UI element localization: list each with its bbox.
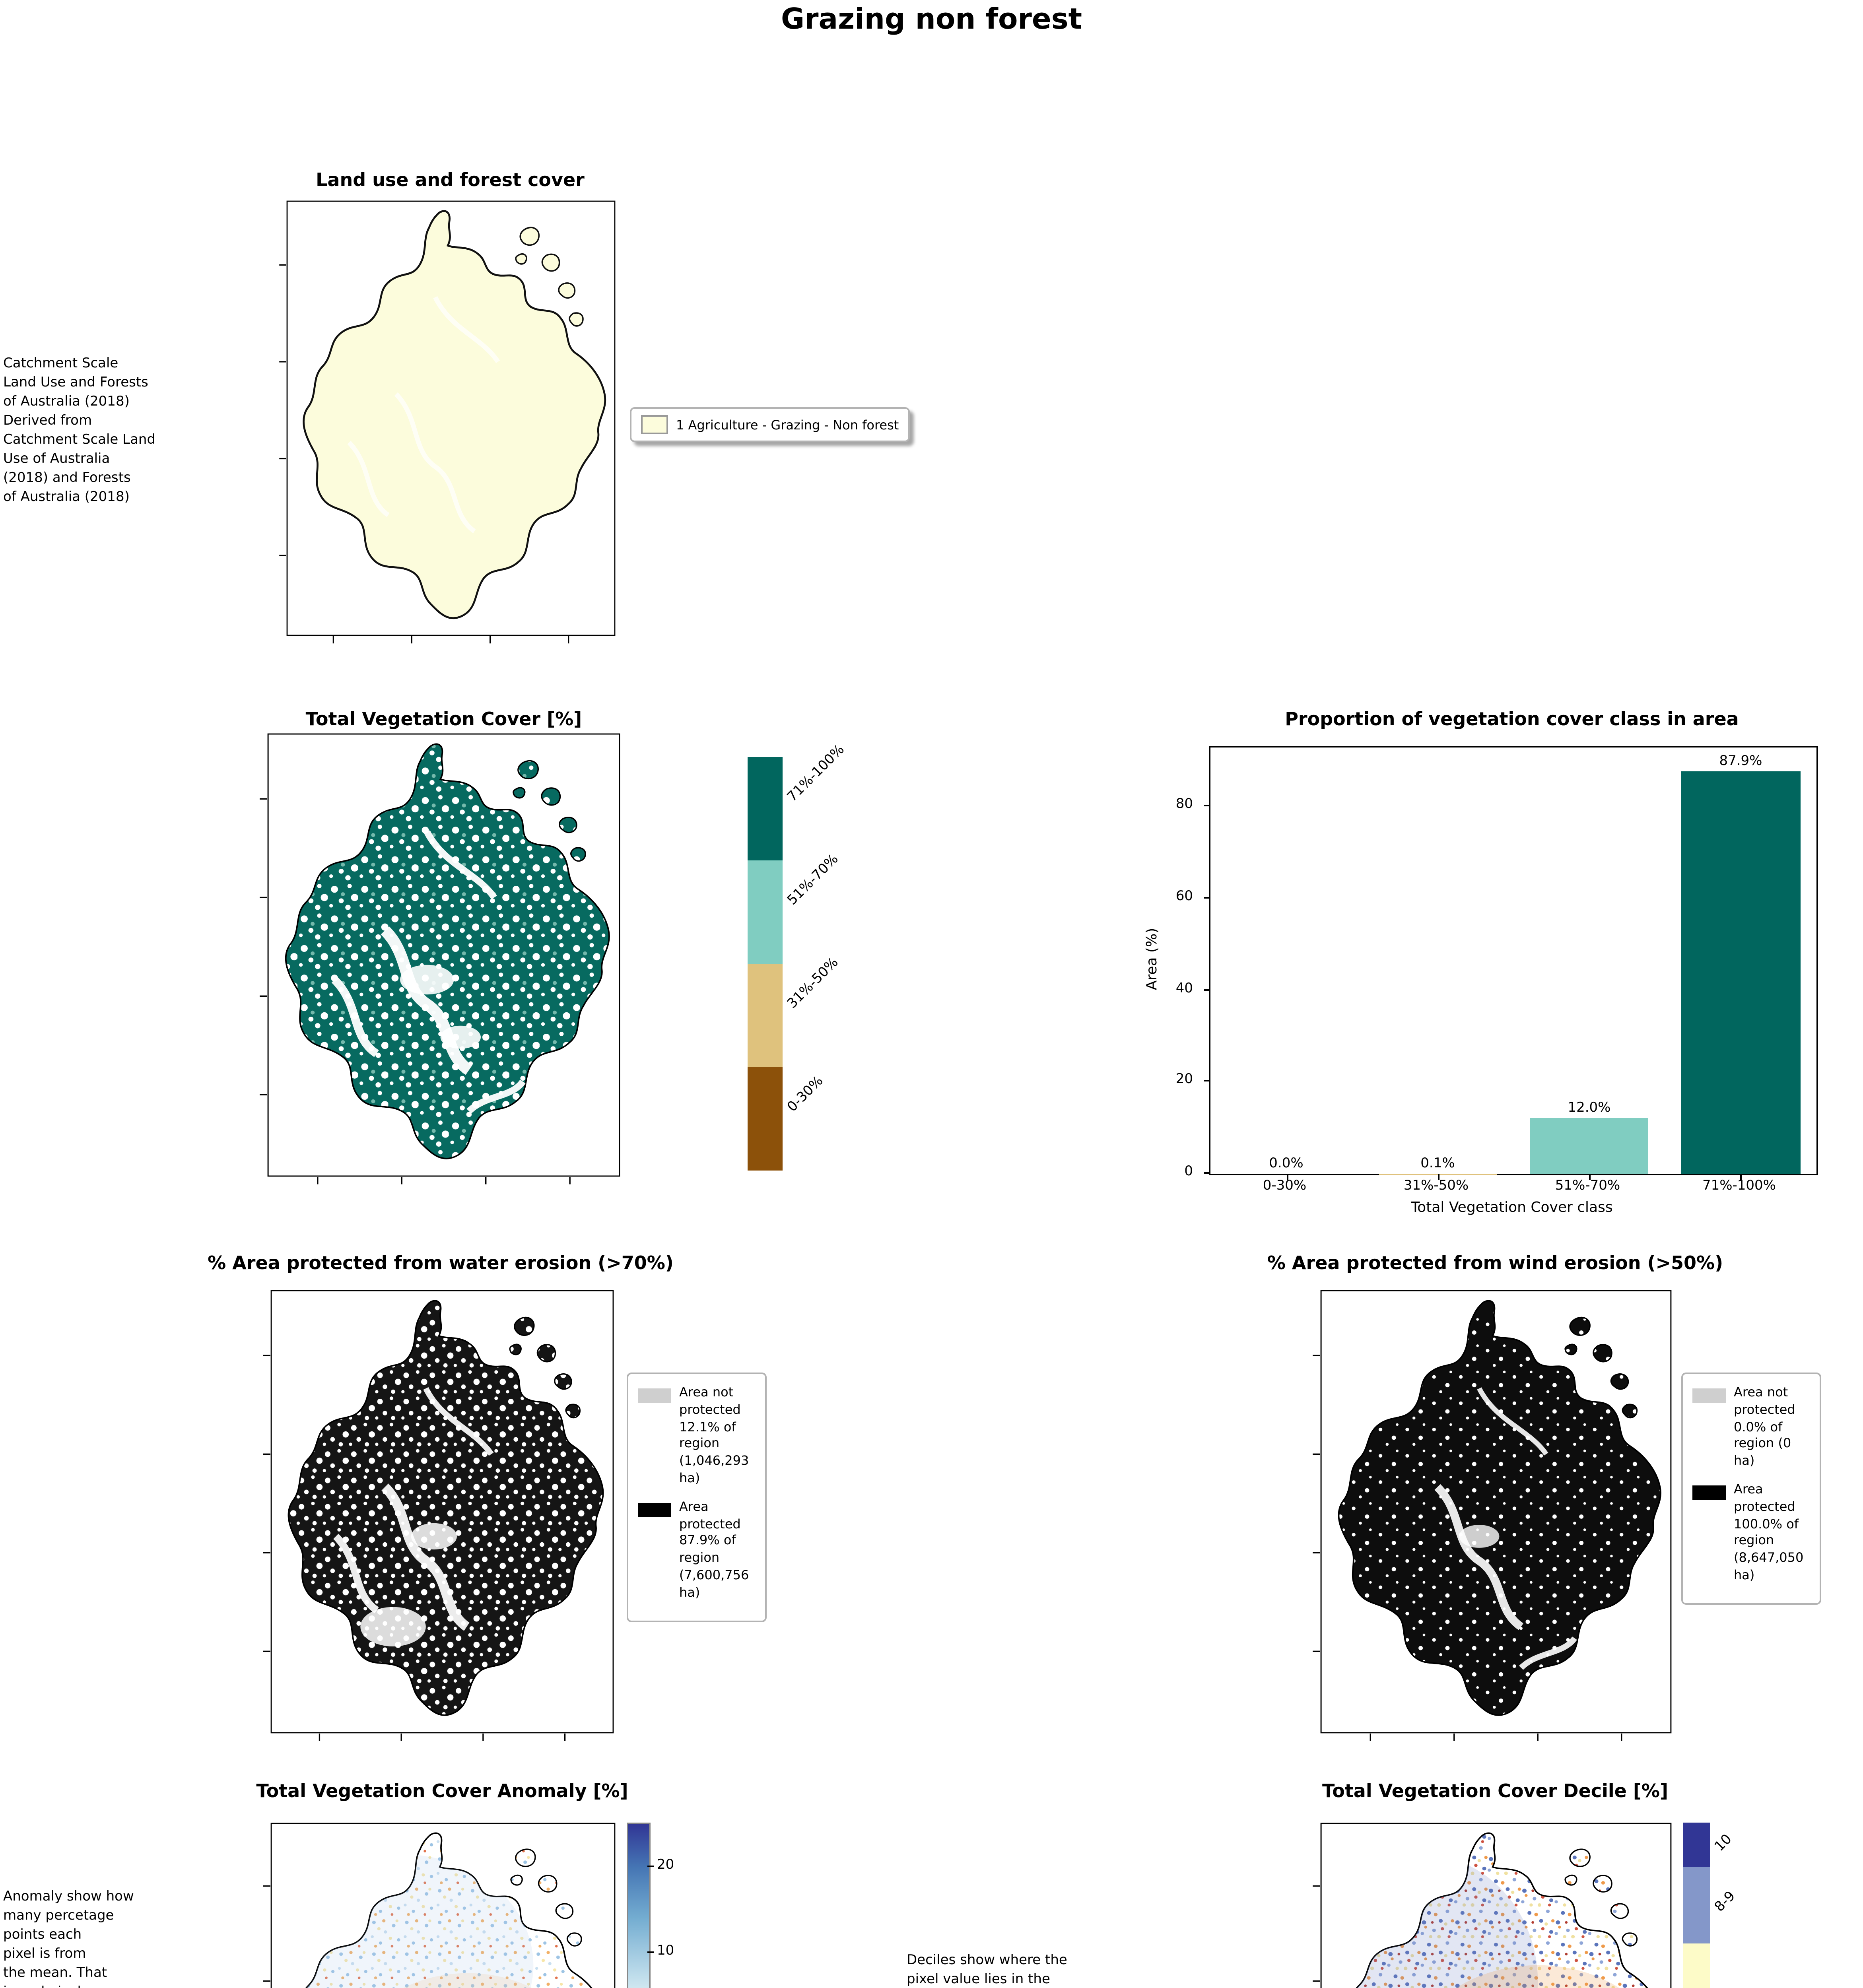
land-use-map — [279, 200, 616, 644]
bar-value-label: 87.9% — [1719, 753, 1762, 769]
anomaly-tick-mark — [647, 1951, 654, 1953]
legend-swatch — [1692, 1485, 1726, 1500]
veg-class-label: 31%-50% — [785, 955, 842, 1013]
decile-colorbar: 10 8-9 4-7 2-3 1 — [1683, 1823, 1739, 1988]
anomaly-map — [263, 1823, 616, 1988]
page-title: Grazing non forest — [781, 3, 1082, 37]
decile-class-label: 10 — [1712, 1832, 1736, 1856]
x-tick-label: 71%-100% — [1702, 1178, 1776, 1194]
decile-title: Total Vegetation Cover Decile [%] — [1322, 1780, 1668, 1802]
anomaly-tick-label: 20 — [657, 1857, 674, 1873]
anomaly-tick-label: 10 — [657, 1943, 674, 1959]
y-tick-mark — [1204, 1172, 1210, 1174]
legend-swatch — [1692, 1388, 1726, 1403]
veg-colorbar-seg-2 — [748, 964, 783, 1067]
anomaly-colorbar-ticks: 20100−10−20 — [627, 1823, 722, 1988]
anomaly-colorbar-gradient — [627, 1823, 651, 1988]
land-use-legend-label: 1 Agriculture - Grazing - Non forest — [676, 417, 899, 432]
anomaly-tick-mark — [647, 1865, 654, 1867]
x-tick-mark — [1589, 1174, 1591, 1180]
veg-colorbar-seg-1 — [748, 860, 783, 964]
x-tick-mark — [1286, 1174, 1288, 1180]
veg-colorbar: 71%-100% 51%-70% 31%-50% 0-30% — [748, 742, 848, 1171]
bar-1 — [1378, 1173, 1497, 1174]
legend-label: Area not protected 0.0% of region (0 ha) — [1734, 1385, 1795, 1468]
bar-3 — [1681, 771, 1800, 1174]
x-tick-mark — [1741, 1174, 1743, 1180]
y-axis-ticks: 0 20 40 60 80 — [1155, 746, 1202, 1180]
legend-entry: Area not protected 0.0% of region (0 ha) — [1692, 1385, 1810, 1471]
decile-colorbar-seg-1 — [1683, 1867, 1710, 1943]
x-tick-mark — [1438, 1174, 1440, 1180]
land-use-title: Land use and forest cover — [316, 169, 585, 191]
bar-value-label: 12.0% — [1568, 1101, 1611, 1117]
bar-slot: 0.1% — [1362, 747, 1513, 1174]
bar-2 — [1530, 1118, 1649, 1174]
veg-class-label: 51%-70% — [785, 852, 842, 909]
y-tick-label: 80 — [1175, 797, 1193, 813]
bar-value-label: 0.0% — [1269, 1156, 1304, 1172]
y-tick-label: 60 — [1175, 889, 1193, 905]
y-tick-mark — [1204, 805, 1210, 807]
y-tick-mark — [1204, 897, 1210, 899]
legend-swatch — [638, 1503, 671, 1517]
bar-slot: 12.0% — [1513, 747, 1665, 1174]
veg-class-label: 0-30% — [785, 1074, 827, 1116]
land-use-legend-swatch — [641, 415, 668, 434]
bar-slot: 87.9% — [1665, 747, 1816, 1174]
decile-class-label: 8-9 — [1712, 1889, 1739, 1916]
decile-colorbar-seg-2 — [1683, 1943, 1710, 1988]
anomaly-title: Total Vegetation Cover Anomaly [%] — [256, 1780, 628, 1802]
water-erosion-legend: Area not protected 12.1% of region (1,04… — [627, 1373, 767, 1622]
x-axis-tick-labels: 0-30% 31%-50% 51%-70% 71%-100% — [1209, 1178, 1815, 1194]
bar-value-label: 0.1% — [1420, 1155, 1455, 1172]
land-use-side-note: Catchment Scale Land Use and Forests of … — [3, 356, 156, 507]
legend-label: Area not protected 12.1% of region (1,04… — [679, 1385, 749, 1485]
legend-label: Area protected 100.0% of region (8,647,0… — [1734, 1482, 1804, 1582]
water-erosion-map — [263, 1290, 614, 1741]
veg-colorbar-seg-3 — [748, 1067, 783, 1171]
y-tick-label: 0 — [1184, 1164, 1193, 1180]
y-tick-mark — [1204, 988, 1210, 990]
y-tick-label: 40 — [1175, 980, 1193, 997]
wind-erosion-map — [1313, 1290, 1672, 1741]
legend-entry: Area protected 87.9% of region (7,600,75… — [638, 1499, 756, 1602]
legend-entry: Area not protected 12.1% of region (1,04… — [638, 1385, 756, 1488]
y-tick-mark — [1204, 1080, 1210, 1082]
decile-explainer-note: Deciles show where the pixel value lies … — [907, 1953, 1067, 1988]
bar-chart-title: Proportion of vegetation cover class in … — [1285, 708, 1739, 730]
decile-colorbar-seg-0 — [1683, 1823, 1710, 1867]
veg-colorbar-seg-0 — [748, 757, 783, 860]
bar-plot-area: 0.0% 0.1% 12.0% 87.9% — [1204, 746, 1818, 1180]
y-tick-label: 20 — [1175, 1072, 1193, 1089]
anomaly-colorbar: 20100−10−20 — [627, 1823, 722, 1988]
land-use-legend: 1 Agriculture - Grazing - Non forest — [630, 407, 910, 442]
veg-class-label: 71%-100% — [785, 742, 849, 806]
veg-cover-title: Total Vegetation Cover [%] — [305, 708, 582, 730]
anomaly-side-note: Anomaly show how many percetage points e… — [3, 1889, 134, 1988]
wind-erosion-title: % Area protected from wind erosion (>50%… — [1267, 1252, 1723, 1274]
x-tick-label: 0-30% — [1263, 1178, 1307, 1194]
bar-slot: 0.0% — [1210, 747, 1362, 1174]
wind-erosion-legend: Area not protected 0.0% of region (0 ha)… — [1681, 1373, 1821, 1605]
water-erosion-title: % Area protected from water erosion (>70… — [208, 1252, 674, 1274]
decile-map — [1313, 1823, 1672, 1988]
x-tick-label: 51%-70% — [1555, 1178, 1620, 1194]
legend-label: Area protected 87.9% of region (7,600,75… — [679, 1499, 749, 1600]
legend-entry: Area protected 100.0% of region (8,647,0… — [1692, 1482, 1810, 1585]
bar-chart-x-axis-label: Total Vegetation Cover class — [1411, 1201, 1613, 1217]
legend-swatch — [638, 1388, 671, 1403]
x-tick-label: 31%-50% — [1403, 1178, 1469, 1194]
veg-cover-map — [259, 733, 620, 1184]
